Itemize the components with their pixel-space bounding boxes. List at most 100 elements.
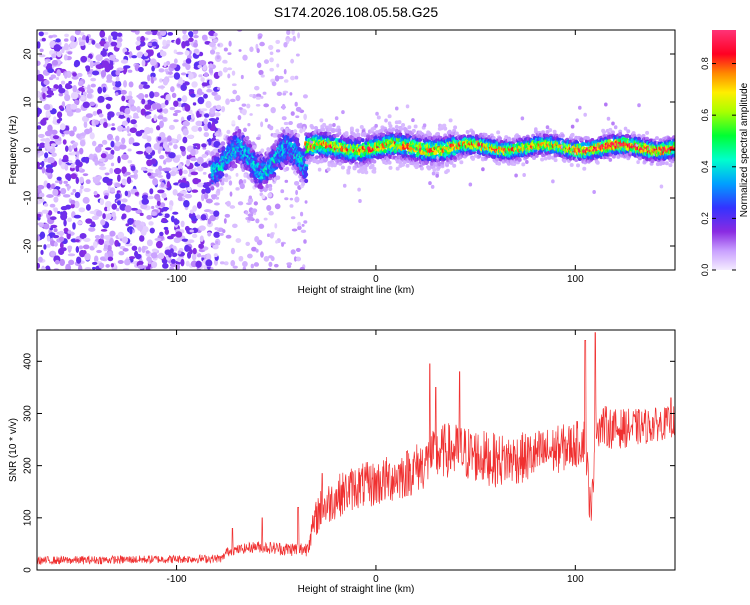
spectrogram-cell (100, 50, 107, 57)
spectrogram-cell (179, 190, 188, 194)
spectrogram-cell (213, 253, 218, 258)
spectrogram-cell (525, 159, 529, 164)
spectrogram-cell (106, 206, 111, 212)
spectrogram-cell (91, 215, 99, 220)
spectrogram-cell (85, 179, 91, 185)
spectrogram-cell (387, 114, 392, 119)
spectrogram-cell (206, 88, 212, 93)
spectrogram-cell (405, 104, 410, 109)
spectrogram-cell (255, 96, 261, 100)
spectrogram-cell (468, 182, 473, 187)
spectrogram-cell (110, 162, 115, 167)
spectrogram-cell (190, 148, 196, 157)
spectrogram-cell (263, 103, 270, 108)
spectrogram-cell (81, 34, 87, 42)
spectrogram-cell (169, 63, 177, 69)
spectrogram-cell (76, 72, 83, 78)
spectrogram-cell (245, 210, 249, 215)
spectrogram-cell (125, 223, 130, 227)
spectrogram-cell (169, 106, 176, 111)
spectrogram-cell (237, 201, 244, 206)
spectrogram-cell (225, 234, 232, 239)
spectrogram-cell (299, 128, 303, 134)
spectrogram-cell (292, 35, 296, 42)
spectrogram-cell (39, 231, 46, 239)
spectrogram-cell (157, 189, 165, 194)
spectrogram-cell (293, 180, 300, 186)
spectrogram-cell (247, 216, 254, 221)
spectrogram-cell (281, 103, 286, 110)
spectrogram-cell (60, 187, 67, 195)
spectrogram-cell (126, 176, 132, 184)
spectrogram-cell (170, 215, 175, 223)
spectrogram-cell (174, 109, 182, 113)
spectrogram-cell (221, 146, 226, 151)
spectrogram-cell (219, 261, 225, 265)
spectrogram-cell (202, 171, 207, 175)
spectrogram-cell (205, 100, 212, 109)
spectrogram-cell (260, 74, 265, 78)
spectrogram-cell (37, 161, 40, 169)
spectrogram-cell (411, 118, 415, 123)
spectrogram-cell (216, 188, 221, 194)
spectrogram-cell (415, 164, 420, 169)
spectrogram-cell (157, 85, 166, 89)
spectrogram-cell (157, 212, 163, 216)
spectrogram-cell (271, 81, 277, 87)
spectrogram-cell (190, 93, 196, 98)
spectrogram-cell (86, 93, 93, 99)
spectrogram-cell (180, 258, 185, 267)
spectrogram-cell (331, 129, 336, 134)
spectrogram-cell (96, 61, 100, 65)
spectrogram-cell (129, 127, 137, 134)
spectrogram-cell (328, 124, 333, 129)
spectrogram-cell (49, 92, 54, 96)
spectrogram-cell (37, 200, 42, 205)
spectrogram-cell (552, 129, 557, 134)
spectrogram-cell (228, 180, 233, 186)
spectrogram-cell (181, 40, 186, 49)
spectrogram-cell (210, 186, 215, 191)
spectrogram-cell (246, 202, 252, 206)
spectrogram-cell (290, 75, 296, 81)
spectrogram-cell (47, 68, 55, 74)
spectrogram-cell (140, 35, 146, 43)
spectrogram-cell (173, 49, 178, 54)
spectrogram-cell (448, 118, 453, 123)
spectrogram-cell (130, 188, 138, 193)
spectrogram-cell (149, 227, 155, 234)
spectrogram-cell (114, 80, 122, 88)
spectrogram-cell (82, 196, 90, 204)
spectrogram-cell (162, 141, 168, 150)
spectrogram-cell (179, 79, 184, 85)
spectrogram-cell (154, 237, 162, 241)
spectrogram-cell (58, 87, 66, 94)
spectrogram-cell (268, 44, 274, 50)
spectrogram-cell (104, 200, 112, 208)
spectrogram-cell (243, 127, 247, 133)
spectrogram-cell (185, 260, 190, 267)
spectrogram-cell (171, 252, 178, 258)
spectrogram-cell (159, 120, 164, 128)
spectrogram-cell (98, 158, 106, 162)
spectrogram-cell (43, 79, 50, 86)
spectrogram-cell (117, 231, 125, 239)
spectrogram-cell (540, 157, 545, 162)
spectrogram-cell (215, 51, 220, 55)
spectrogram-cell (190, 113, 195, 120)
spectrogram-cell (145, 115, 152, 120)
spectrogram-cell (193, 42, 198, 48)
spectrogram-cell (83, 187, 91, 193)
spectrogram-cell (128, 98, 135, 105)
spectrogram-cell (394, 106, 399, 111)
spectrogram-cell (269, 67, 274, 72)
spectrogram-cell (252, 144, 257, 150)
spectrogram-cell (159, 50, 167, 57)
spectrogram-cell (156, 200, 161, 206)
spectrogram-cell (432, 167, 437, 172)
spectrogram-cell (322, 122, 327, 127)
spectrogram-cell (147, 172, 152, 176)
spectrogram-cell (106, 251, 114, 259)
spectrogram-cell (294, 196, 300, 203)
spectrogram-cell (68, 259, 75, 266)
